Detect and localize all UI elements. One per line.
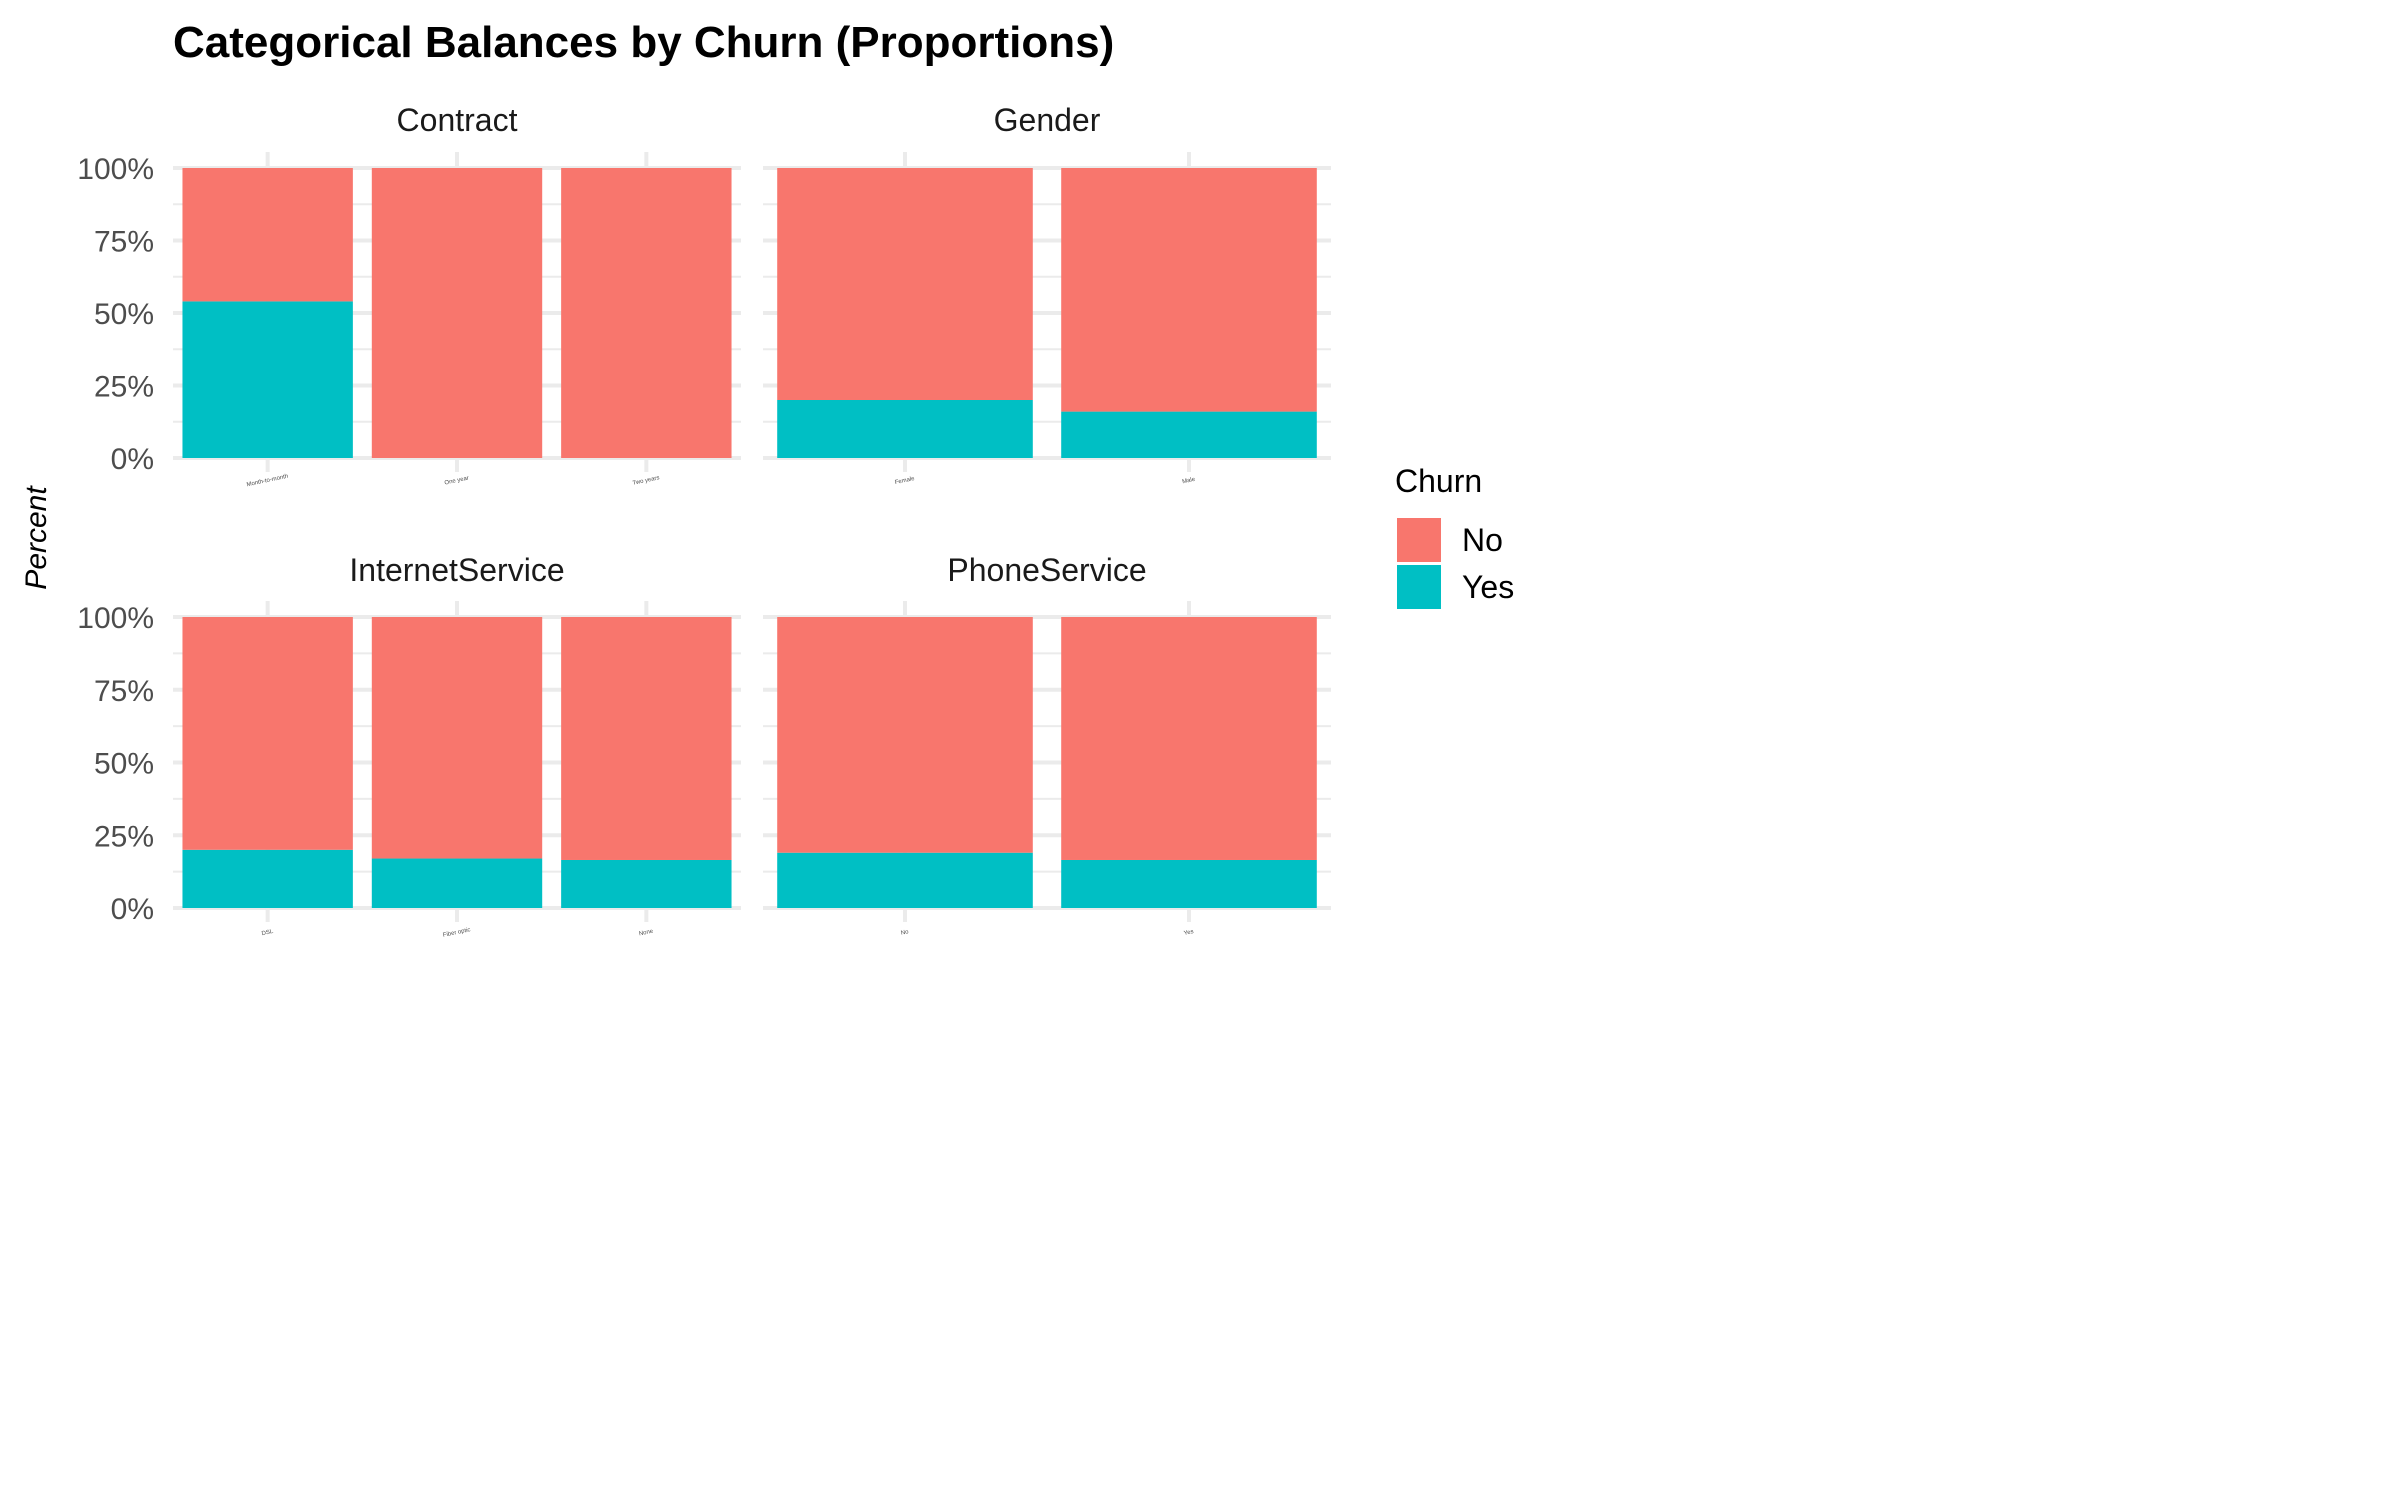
chart-title: Categorical Balances by Churn (Proportio…	[173, 18, 1114, 67]
bar-no-yes	[1061, 617, 1317, 860]
bar-no-male	[1061, 168, 1317, 412]
legend: Churn No Yes	[1395, 463, 1514, 609]
bar-yes-male	[1061, 411, 1317, 458]
bar-yes-female	[777, 400, 1033, 458]
bar-no-female	[777, 168, 1033, 400]
bar-yes-dsl	[182, 849, 353, 908]
facet-internetservice: 0% 25% 50% 75% 100% DSL Fiber optic None Interne…	[77, 552, 741, 939]
bar-no-two-years	[561, 168, 732, 458]
x-tick-label: No	[900, 929, 909, 937]
faceted-stacked-bar-chart: Categorical Balances by Churn (Proportio…	[20, 18, 1514, 939]
bar-no-none	[561, 617, 732, 860]
bar-no-one-year	[371, 168, 543, 458]
x-tick-label: Month-to-month	[246, 474, 289, 489]
y-tick-label: 50%	[94, 748, 154, 781]
bar-yes-month-to-month	[182, 301, 353, 458]
y-tick-label: 50%	[94, 298, 154, 331]
bar-no-month-to-month	[182, 168, 353, 302]
x-tick-label: One year	[444, 476, 469, 487]
legend-key-yes	[1397, 565, 1441, 609]
facet-contract: 0% 25% 50% 75% 100% Month-to-month One year Two…	[77, 102, 741, 488]
facet-strip-label: PhoneService	[947, 552, 1146, 588]
x-tick-label: Two years	[632, 475, 660, 487]
bar-yes-yes	[1061, 859, 1317, 908]
y-tick-label: 25%	[94, 371, 154, 404]
bar-yes-no	[777, 852, 1033, 908]
x-tick-label: DSL	[261, 929, 274, 937]
bar-no-fiber-optic	[371, 617, 543, 859]
y-tick-label: 100%	[77, 153, 154, 186]
facet-strip-label: InternetService	[349, 552, 564, 588]
bar-yes-fiber-optic	[371, 858, 543, 908]
facet-strip-label: Contract	[397, 102, 518, 138]
legend-title: Churn	[1395, 463, 1482, 499]
y-tick-label: 100%	[77, 602, 154, 635]
y-axis-label: Percent	[20, 485, 53, 590]
y-tick-label: 0%	[111, 443, 154, 476]
x-tick-label: Male	[1182, 477, 1197, 486]
legend-label-yes: Yes	[1462, 569, 1514, 605]
facet-gender: Female Male Gender	[763, 102, 1331, 486]
bar-yes-none	[561, 859, 732, 908]
x-tick-label: Fiber optic	[442, 927, 471, 939]
y-tick-label: 0%	[111, 893, 154, 926]
bar-no-no	[777, 617, 1033, 853]
x-tick-label: None	[638, 928, 654, 937]
facet-panels: 0% 25% 50% 75% 100% Month-to-month One year Two…	[77, 102, 1331, 939]
y-tick-label: 75%	[94, 226, 154, 259]
y-tick-label: 25%	[94, 820, 154, 853]
x-tick-label: Female	[894, 476, 915, 486]
y-tick-label: 75%	[94, 675, 154, 708]
legend-label-no: No	[1462, 522, 1503, 558]
legend-key-no	[1397, 518, 1441, 562]
facet-strip-label: Gender	[994, 102, 1101, 138]
bar-no-dsl	[182, 617, 353, 850]
x-tick-label: Yes	[1183, 929, 1194, 937]
facet-phoneservice: No Yes PhoneService	[763, 552, 1331, 937]
